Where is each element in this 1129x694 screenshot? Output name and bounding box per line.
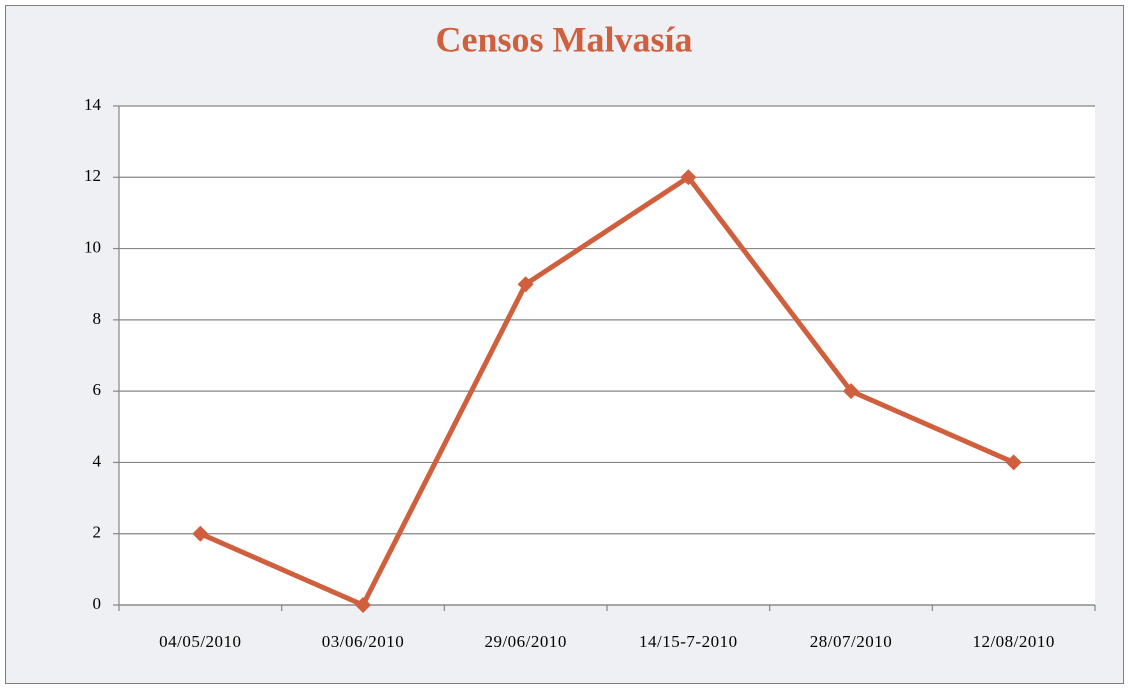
y-tick-label: 8 [93,309,102,328]
plot-area [119,106,1095,605]
chart-title: Censos Malvasía [435,19,692,59]
x-tick-label: 12/08/2010 [972,632,1054,651]
x-tick-label: 29/06/2010 [484,632,566,651]
y-tick-label: 4 [93,451,102,470]
y-tick-label: 14 [84,95,102,114]
data-marker [1005,454,1022,471]
data-marker [843,383,859,400]
y-tick-label: 10 [84,237,101,256]
x-tick-label: 28/07/2010 [810,632,892,651]
y-tick-label: 12 [84,166,101,185]
y-tick-label: 2 [93,523,102,542]
data-marker [517,276,534,293]
data-marker [192,525,209,542]
y-tick-label: 6 [93,380,102,399]
data-marker [680,169,697,186]
y-tick-label: 0 [93,594,102,613]
data-line [199,174,1015,608]
data-marker [355,597,371,613]
x-tick-label: 14/15-7-2010 [639,632,738,651]
x-tick-label: 04/05/2010 [159,632,241,651]
x-tick-label: 03/06/2010 [322,632,404,651]
